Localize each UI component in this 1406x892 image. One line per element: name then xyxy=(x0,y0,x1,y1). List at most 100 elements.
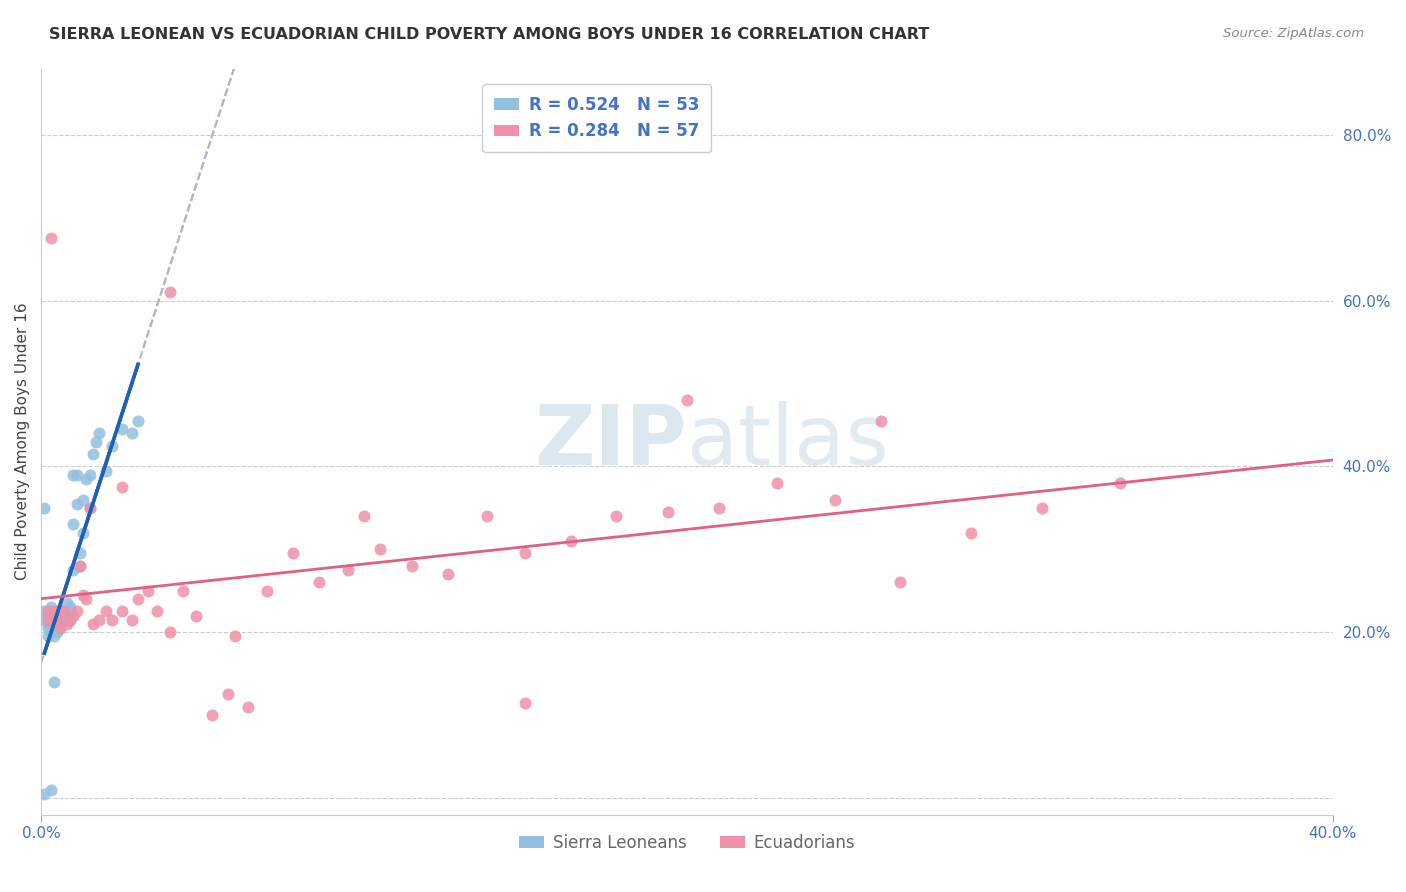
Point xyxy=(49,613,72,627)
Point xyxy=(256,583,278,598)
Point xyxy=(111,480,134,494)
Point xyxy=(34,613,56,627)
Point xyxy=(37,621,59,635)
Point xyxy=(281,546,304,560)
Point xyxy=(75,592,97,607)
Point xyxy=(605,509,627,524)
Point xyxy=(75,472,97,486)
Point xyxy=(39,600,62,615)
Point xyxy=(960,525,983,540)
Point xyxy=(72,492,94,507)
Point xyxy=(560,533,582,548)
Point xyxy=(82,616,104,631)
Point xyxy=(39,231,62,245)
Point xyxy=(37,604,59,618)
Point xyxy=(172,583,194,598)
Point xyxy=(56,596,79,610)
Point xyxy=(34,787,56,801)
Point xyxy=(69,546,91,560)
Point xyxy=(66,497,89,511)
Point xyxy=(824,492,846,507)
Point xyxy=(46,613,69,627)
Point xyxy=(437,567,460,582)
Point xyxy=(136,583,159,598)
Point xyxy=(49,604,72,618)
Point xyxy=(49,621,72,635)
Point xyxy=(94,604,117,618)
Point xyxy=(66,467,89,482)
Point xyxy=(676,393,699,408)
Point xyxy=(52,608,75,623)
Point xyxy=(201,708,224,723)
Point xyxy=(59,613,82,627)
Point xyxy=(39,625,62,640)
Point xyxy=(159,285,181,300)
Point xyxy=(146,604,169,618)
Text: Source: ZipAtlas.com: Source: ZipAtlas.com xyxy=(1223,27,1364,40)
Point xyxy=(39,782,62,797)
Point xyxy=(52,604,75,618)
Text: ZIP: ZIP xyxy=(534,401,688,482)
Point xyxy=(62,517,84,532)
Point xyxy=(236,699,259,714)
Point xyxy=(1108,475,1130,490)
Point xyxy=(159,625,181,640)
Point xyxy=(121,613,143,627)
Point xyxy=(515,696,537,710)
Point xyxy=(69,558,91,573)
Point xyxy=(56,616,79,631)
Point xyxy=(59,604,82,618)
Point xyxy=(62,467,84,482)
Point xyxy=(46,625,69,640)
Point xyxy=(121,426,143,441)
Point xyxy=(59,600,82,615)
Y-axis label: Child Poverty Among Boys Under 16: Child Poverty Among Boys Under 16 xyxy=(15,302,30,581)
Point xyxy=(42,674,65,689)
Point xyxy=(79,500,101,515)
Point xyxy=(46,616,69,631)
Text: atlas: atlas xyxy=(688,401,889,482)
Point xyxy=(37,629,59,643)
Point xyxy=(72,525,94,540)
Point xyxy=(39,613,62,627)
Point xyxy=(34,604,56,618)
Point xyxy=(72,588,94,602)
Legend: R = 0.524   N = 53, R = 0.284   N = 57: R = 0.524 N = 53, R = 0.284 N = 57 xyxy=(482,85,711,152)
Point xyxy=(84,434,107,449)
Point xyxy=(127,592,149,607)
Point xyxy=(475,509,498,524)
Point xyxy=(42,604,65,618)
Point xyxy=(79,467,101,482)
Point xyxy=(56,613,79,627)
Point xyxy=(59,613,82,627)
Point xyxy=(34,500,56,515)
Point xyxy=(37,613,59,627)
Point xyxy=(709,500,731,515)
Point xyxy=(401,558,423,573)
Point xyxy=(52,604,75,618)
Point xyxy=(42,613,65,627)
Point xyxy=(515,546,537,560)
Point xyxy=(353,509,375,524)
Point xyxy=(308,575,330,590)
Point xyxy=(101,613,124,627)
Point xyxy=(37,608,59,623)
Point xyxy=(42,629,65,643)
Point xyxy=(79,500,101,515)
Point xyxy=(62,608,84,623)
Point xyxy=(766,475,789,490)
Point xyxy=(46,613,69,627)
Point xyxy=(657,505,679,519)
Point xyxy=(217,687,239,701)
Point xyxy=(42,604,65,618)
Point xyxy=(889,575,911,590)
Point xyxy=(1031,500,1053,515)
Point xyxy=(39,616,62,631)
Point xyxy=(184,608,207,623)
Point xyxy=(69,558,91,573)
Point xyxy=(336,563,359,577)
Point xyxy=(127,414,149,428)
Point xyxy=(37,616,59,631)
Point xyxy=(111,604,134,618)
Point xyxy=(869,414,891,428)
